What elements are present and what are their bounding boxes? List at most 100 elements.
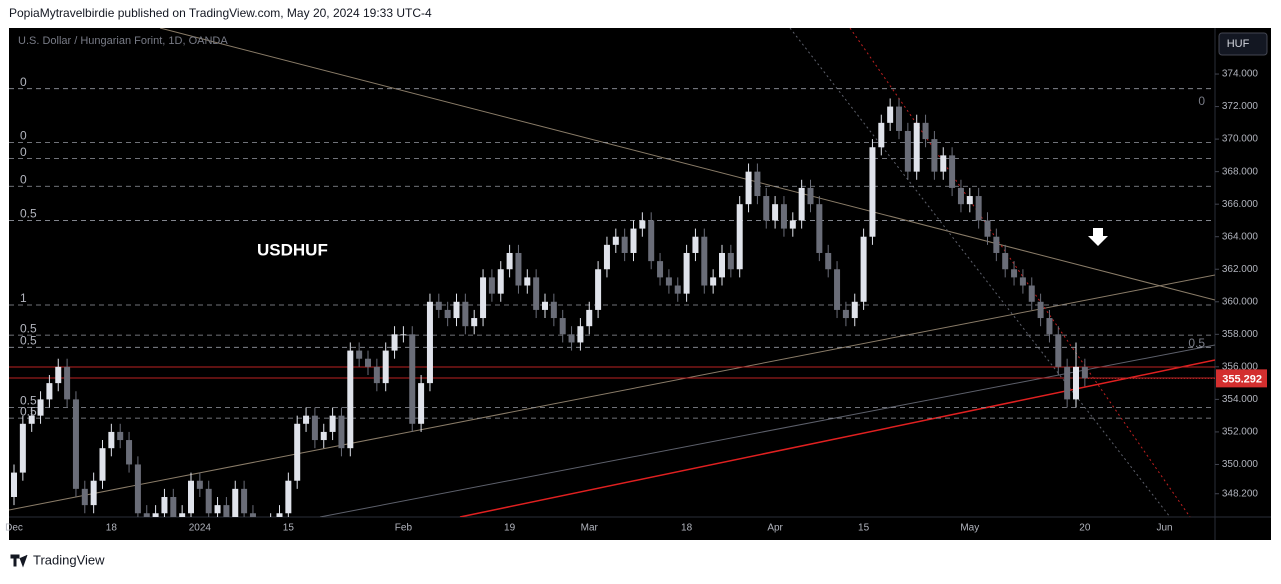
candle-body — [55, 366, 62, 384]
y-tick-label: 374.000 — [1222, 69, 1259, 80]
candle-body — [1028, 285, 1035, 302]
candle-body — [834, 269, 841, 310]
brand-logo — [10, 554, 28, 568]
candle-body — [1064, 366, 1071, 400]
candle-body — [966, 196, 973, 205]
candle-body — [993, 236, 1000, 253]
candle-body — [736, 204, 743, 270]
candle-body — [81, 488, 88, 506]
fib-label: 0 — [20, 75, 27, 89]
candle-body — [586, 309, 593, 327]
trend-line — [159, 28, 1215, 301]
candle-body — [134, 464, 141, 514]
y-tick-label: 350.000 — [1222, 459, 1259, 470]
candle-body — [329, 415, 336, 432]
candle-body — [356, 350, 363, 359]
candle-body — [285, 480, 292, 514]
chart-title: USDHUF — [257, 240, 328, 259]
fib-label: 0.5 — [20, 207, 37, 221]
x-tick-label: Dec — [5, 523, 23, 534]
candle-body — [99, 448, 106, 481]
x-tick-label: Jun — [1156, 523, 1172, 534]
candle-body — [542, 301, 548, 310]
candle-body — [391, 334, 398, 351]
y-tick-label: 352.000 — [1222, 427, 1259, 438]
candle-body — [949, 155, 956, 188]
candle-body — [347, 350, 354, 449]
candle-body — [179, 513, 186, 517]
trend-line — [9, 274, 1215, 511]
fib-label: 0.5 — [20, 334, 37, 348]
candle-body — [524, 277, 531, 286]
trend-line — [789, 28, 1171, 517]
candle-body — [869, 147, 876, 237]
drawings — [9, 28, 1215, 517]
candle-body — [603, 244, 610, 270]
candle-body — [232, 488, 239, 517]
candle-body — [816, 204, 823, 253]
candle-body — [311, 415, 318, 441]
candle-body — [984, 220, 991, 237]
candle-body — [612, 236, 619, 245]
candle-body — [842, 309, 849, 319]
y-tick-label: 372.000 — [1222, 101, 1259, 112]
candle-body — [64, 366, 71, 400]
candle-body — [276, 513, 283, 517]
x-tick-label: 2024 — [189, 523, 212, 534]
candle-body — [223, 505, 230, 517]
y-tick-label: 360.000 — [1222, 296, 1259, 307]
candle-body — [878, 122, 885, 148]
candle-body — [444, 309, 451, 319]
plot — [9, 88, 1215, 517]
candle-body — [851, 301, 858, 319]
candle-body — [975, 196, 982, 221]
candle-body — [1046, 318, 1053, 335]
candle-body — [559, 318, 566, 335]
fib-label: 0.5 — [1188, 336, 1205, 350]
candle-body — [692, 236, 699, 253]
candle-body — [639, 220, 646, 229]
candle-body — [657, 261, 664, 278]
candle-body — [462, 301, 469, 327]
candle-body — [453, 301, 460, 319]
x-tick-label: 15 — [858, 523, 870, 534]
byline: PopiaMytravelbirdie published on Trading… — [9, 6, 432, 20]
trend-line — [849, 28, 1191, 517]
candle-body — [249, 513, 256, 517]
candle-body — [913, 122, 920, 172]
candle-body — [418, 383, 425, 424]
candle-body — [550, 301, 557, 319]
candle-body — [789, 220, 796, 229]
y-tick-label: 354.000 — [1222, 394, 1259, 405]
candle-body — [205, 488, 212, 514]
currency-button[interactable] — [1218, 32, 1268, 56]
candle-body — [303, 415, 310, 424]
candle-body — [382, 350, 389, 384]
candle-body — [338, 415, 345, 449]
candle-body — [188, 480, 194, 514]
candle-body — [365, 358, 371, 367]
candle-body — [1011, 269, 1018, 278]
candle-body — [1019, 277, 1026, 286]
candle-body — [196, 480, 203, 489]
candle-body — [161, 496, 168, 514]
y-tick-label: 356.000 — [1222, 361, 1259, 372]
candle-body — [683, 252, 690, 294]
candle-body — [1081, 366, 1088, 379]
candle-body — [630, 228, 637, 253]
candle-body — [798, 187, 805, 221]
candle-body — [435, 301, 442, 310]
x-tick-label: Mar — [581, 523, 599, 534]
x-tick-label: 18 — [681, 523, 693, 534]
candle-body — [577, 326, 584, 343]
candle-body — [745, 171, 752, 205]
candle-body — [665, 277, 672, 286]
candle-body — [28, 415, 35, 424]
candle-body — [117, 431, 124, 441]
candle-body — [1002, 252, 1009, 270]
fib-label: 0 — [1198, 94, 1205, 108]
candle-body — [648, 220, 655, 262]
x-tick-label: Apr — [767, 523, 783, 534]
